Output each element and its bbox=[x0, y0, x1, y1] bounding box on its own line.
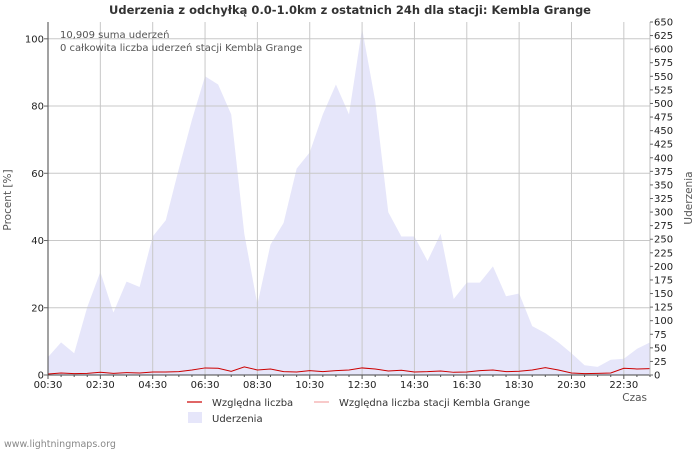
right-tick-label: 100 bbox=[654, 316, 673, 327]
legend-strikes-swatch bbox=[188, 412, 202, 423]
right-tick-label: 50 bbox=[654, 343, 667, 354]
x-tick-label: 00:30 bbox=[34, 380, 63, 391]
legend-strikes-label: Uderzenia bbox=[212, 414, 263, 425]
right-tick-label: 400 bbox=[654, 153, 673, 164]
right-tick-label: 625 bbox=[654, 31, 673, 42]
x-tick-label: 18:30 bbox=[505, 380, 534, 391]
right-tick-label: 250 bbox=[654, 235, 673, 246]
x-tick-label: 20:30 bbox=[557, 380, 586, 391]
left-tick-label: 20 bbox=[31, 303, 44, 314]
right-tick-label: 25 bbox=[654, 357, 667, 368]
right-tick-label: 525 bbox=[654, 85, 673, 96]
x-tick-label: 14:30 bbox=[400, 380, 429, 391]
x-tick-label: 04:30 bbox=[138, 380, 167, 391]
right-tick-label: 650 bbox=[654, 18, 673, 29]
left-tick-label: 60 bbox=[31, 169, 44, 180]
relative-count-line bbox=[47, 366, 651, 375]
right-tick-label: 600 bbox=[654, 45, 673, 56]
right-tick-label: 300 bbox=[654, 208, 673, 219]
x-tick-label: 02:30 bbox=[86, 380, 115, 391]
right-axis-label: Uderzenia bbox=[683, 171, 695, 224]
right-tick-label: 350 bbox=[654, 180, 673, 191]
legend: Względna liczba Względna liczba stacji K… bbox=[187, 398, 530, 425]
right-tick-label: 575 bbox=[654, 58, 673, 69]
left-tick-label: 100 bbox=[25, 34, 44, 45]
left-axis-label: Procent [%] bbox=[2, 169, 14, 230]
right-tick-label: 450 bbox=[654, 126, 673, 137]
strikes-area bbox=[48, 28, 650, 376]
right-tick-label: 200 bbox=[654, 262, 673, 273]
x-tick-label: 12:30 bbox=[348, 380, 377, 391]
station-strikes-note: 0 całkowita liczba uderzeń stacji Kembla… bbox=[60, 42, 302, 54]
right-tick-label: 425 bbox=[654, 140, 673, 151]
left-tick-label: 0 bbox=[38, 371, 44, 382]
right-tick-label: 275 bbox=[654, 221, 673, 232]
right-tick-label: 475 bbox=[654, 113, 673, 124]
right-tick-label: 125 bbox=[654, 303, 673, 314]
legend-station-label: Względna liczba stacji Kembla Grange bbox=[339, 398, 530, 409]
x-tick-label: 10:30 bbox=[295, 380, 324, 391]
legend-relative-label: Względna liczba bbox=[212, 398, 293, 409]
x-tick-label: 08:30 bbox=[243, 380, 272, 391]
x-tick-label: 16:30 bbox=[452, 380, 481, 391]
footer-credit: www.lightningmaps.org bbox=[4, 439, 116, 450]
right-tick-label: 375 bbox=[654, 167, 673, 178]
right-tick-label: 75 bbox=[654, 330, 667, 341]
right-tick-label: 175 bbox=[654, 275, 673, 286]
right-tick-label: 325 bbox=[654, 194, 673, 205]
left-tick-label: 80 bbox=[31, 102, 44, 113]
chart-title: Uderzenia z odchyłką 0.0-1.0km z ostatni… bbox=[109, 3, 591, 17]
total-strikes-note: 10,909 suma uderzeń bbox=[60, 29, 169, 41]
right-tick-label: 225 bbox=[654, 248, 673, 259]
right-tick-label: 500 bbox=[654, 99, 673, 110]
x-tick-label: 06:30 bbox=[191, 380, 220, 391]
right-tick-label: 550 bbox=[654, 72, 673, 83]
right-tick-label: 150 bbox=[654, 289, 673, 300]
right-tick-label: 0 bbox=[654, 371, 660, 382]
x-tick-label: 22:30 bbox=[609, 380, 638, 391]
left-tick-label: 40 bbox=[31, 236, 44, 247]
x-axis-label: Czas bbox=[622, 392, 647, 404]
